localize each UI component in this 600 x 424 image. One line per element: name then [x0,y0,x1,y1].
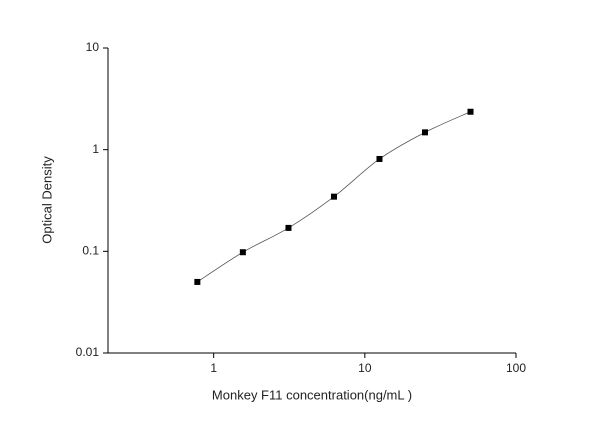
x-tick-label: 1 [210,361,217,375]
y-tick-label: 10 [86,40,100,54]
point [421,129,428,136]
y-axis-label: Optical Density [39,156,54,244]
point [467,108,474,115]
x-tick-label: 10 [358,361,372,375]
y-tick-label: 0.1 [82,244,99,258]
point [239,249,246,256]
point [194,278,201,285]
y-tick-label: 0.01 [76,345,100,359]
point [330,193,337,200]
x-tick-label: 100 [506,361,526,375]
point [376,155,383,162]
x-axis-label: Monkey F11 concentration(ng/mL ) [212,387,412,402]
point [285,224,292,231]
y-tick-label: 1 [92,142,99,156]
